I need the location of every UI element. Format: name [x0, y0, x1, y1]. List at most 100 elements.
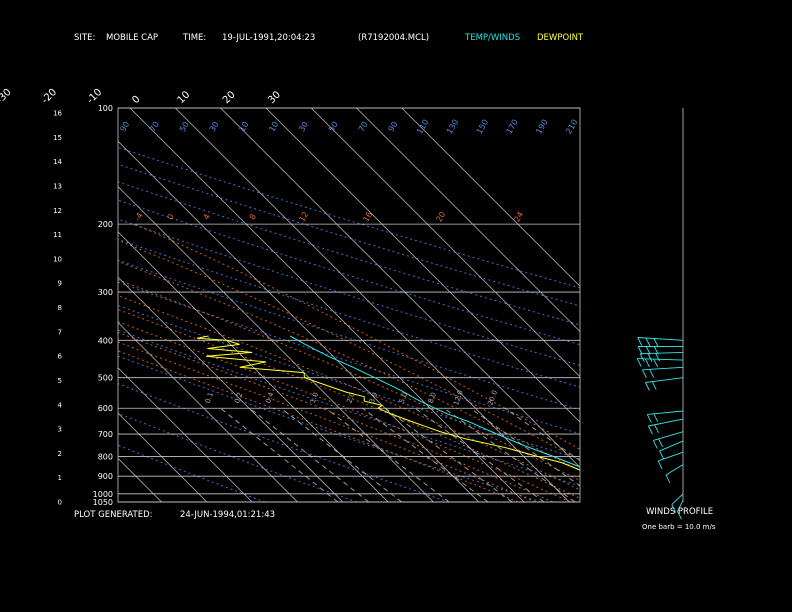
pressure-level-label: 1000 — [93, 490, 113, 499]
isotherm-line — [118, 367, 253, 502]
moist-adiabat-line — [118, 260, 580, 472]
dry-adiabat-line — [118, 412, 358, 502]
moist-adiabat-line — [118, 279, 580, 482]
wind-barb — [644, 377, 684, 391]
moist-adiabat-line — [118, 309, 580, 499]
moist-adiabat-label: 16 — [361, 210, 374, 223]
wind-barb — [639, 351, 684, 362]
height-tick-label: 5 — [58, 377, 62, 385]
height-tick-label: 4 — [58, 401, 63, 409]
isotherm-line — [129, 108, 525, 502]
isotherm-line — [118, 412, 208, 502]
dry-adiabat-label: 50 — [178, 120, 191, 133]
mixing-ratio-label: 0.2 — [233, 391, 244, 404]
dewpoint-legend: DEWPOINT — [537, 33, 584, 43]
temperature-tick-label: 10 — [176, 89, 193, 106]
isotherm-line — [175, 108, 570, 502]
height-tick-label: 16 — [53, 110, 62, 118]
wind-barb — [652, 431, 684, 449]
dry-adiabat-line — [118, 304, 580, 460]
dry-adiabat-label: 190 — [534, 118, 549, 136]
pressure-level-label: 1050 — [93, 498, 113, 507]
temperature-tick-label: 30 — [266, 89, 283, 106]
dry-adiabat-line — [118, 238, 580, 388]
mixing-ratio-line — [220, 407, 339, 502]
mixing-ratio-label: 0.4 — [264, 391, 276, 405]
dry-adiabat-line — [118, 383, 449, 502]
dry-adiabat-label: 90 — [387, 120, 400, 133]
isotherm-line — [118, 276, 344, 502]
dry-adiabat-line — [118, 259, 580, 411]
mixing-ratio-line — [325, 407, 450, 502]
mixing-ratio-line — [384, 407, 513, 502]
site-value: MOBILE CAP — [106, 33, 158, 43]
time-label: TIME: — [182, 33, 206, 43]
pressure-level-label: 200 — [98, 220, 113, 229]
mixing-ratio-label: 2.0 — [345, 391, 356, 404]
dry-adiabat-line — [118, 163, 580, 307]
pressure-level-label: 900 — [98, 472, 113, 481]
dewpoint-profile-line — [197, 335, 580, 471]
temperature-profile-line — [289, 335, 580, 468]
wind-barb — [659, 440, 684, 460]
moist-adiabat-line — [118, 239, 580, 461]
height-tick-label: 10 — [53, 255, 62, 263]
moist-adiabat-label: 0 — [166, 212, 176, 221]
temp-winds-legend: TEMP/WINDS — [464, 33, 520, 43]
isotherm-line — [118, 140, 479, 502]
isotherm-line — [356, 108, 580, 332]
wind-barb — [671, 493, 684, 513]
plot-area: -110-100-90-80-70-60-50-40-30-20-1001020… — [0, 87, 581, 507]
dry-adiabat-line — [118, 218, 580, 366]
dry-adiabat-label: 70 — [357, 120, 370, 133]
plot-generated-label: PLOT GENERATED: — [74, 510, 153, 520]
height-tick-label: 7 — [58, 328, 62, 336]
moist-adiabat-label: -4 — [133, 211, 145, 222]
isotherm-line — [310, 108, 580, 378]
temperature-tick-label: 0 — [130, 94, 142, 106]
dry-adiabat-label: 90 — [118, 120, 131, 133]
site-label: SITE: — [74, 33, 95, 43]
dry-adiabat-label: 10 — [238, 120, 251, 133]
wind-barb — [646, 410, 684, 423]
time-value: 19-JUL-1991,20:04:23 — [222, 33, 315, 43]
height-tick-label: 11 — [53, 231, 62, 239]
height-tick-label: 14 — [53, 158, 62, 166]
height-tick-label: 9 — [58, 280, 62, 288]
dry-adiabat-label: 10 — [267, 120, 280, 133]
moist-adiabat-label: 20 — [434, 210, 447, 223]
height-tick-label: 13 — [53, 182, 62, 190]
isotherm-line — [0, 108, 26, 502]
moist-adiabat-label: 4 — [202, 212, 212, 221]
height-tick-label: 0 — [58, 499, 62, 507]
isotherm-line — [401, 108, 580, 287]
moist-adiabat-line — [118, 350, 519, 502]
mixing-ratio-label: 1.0 — [309, 391, 320, 404]
pressure-level-label: 600 — [98, 404, 113, 413]
dry-adiabat-label: 70 — [148, 120, 161, 133]
mixing-ratio-label: 5.0 — [398, 391, 409, 404]
moist-adiabat-line — [118, 331, 553, 502]
pressure-level-label: 700 — [98, 430, 113, 439]
isotherm-line — [118, 322, 298, 502]
pressure-level-label: 500 — [98, 374, 113, 383]
mixing-ratio-label: 12.0 — [452, 389, 465, 406]
temperature-tick-label: -20 — [40, 87, 59, 106]
mixing-ratio-label: 20.0 — [486, 389, 499, 406]
dry-adiabat-label: 50 — [327, 120, 340, 133]
isotherm-line — [220, 108, 580, 468]
height-tick-label: 1 — [58, 474, 62, 482]
height-tick-label: 15 — [53, 134, 62, 142]
dry-adiabat-line — [118, 444, 266, 502]
dry-adiabat-line — [118, 146, 580, 289]
winds-barb-note: One barb = 10.0 m/s — [642, 523, 716, 531]
dry-adiabat-line — [118, 281, 580, 435]
dry-adiabat-label: 150 — [475, 118, 490, 136]
winds-profile-panel: WINDS PROFILE One barb = 10.0 m/s — [636, 108, 716, 531]
wind-barb — [641, 366, 684, 379]
isotherm-line — [118, 186, 434, 502]
moist-adiabat-line — [118, 295, 580, 491]
wind-barb — [636, 358, 684, 368]
wind-barb — [637, 337, 684, 347]
isotherm-line — [265, 108, 580, 423]
